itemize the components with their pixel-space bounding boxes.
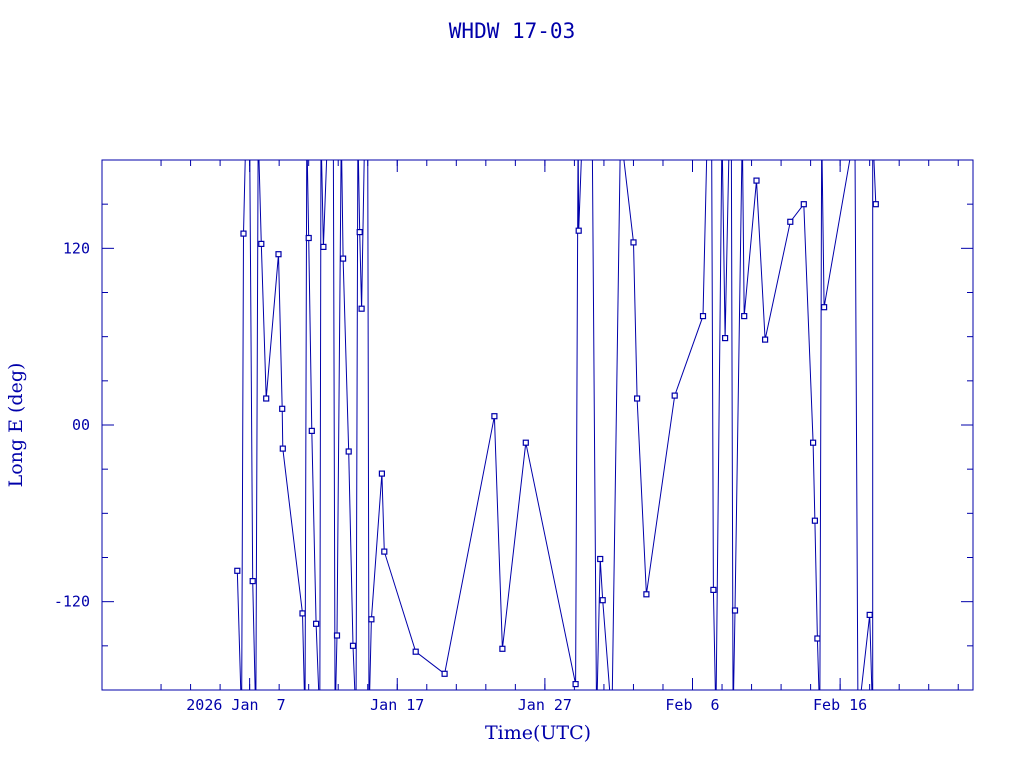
data-point: [249, 577, 256, 585]
data-point: [356, 229, 363, 236]
data-point: [633, 395, 641, 402]
data-point: [814, 635, 821, 642]
data-point: [499, 645, 506, 652]
y-tick-label: 120: [63, 239, 90, 257]
data-point: [279, 405, 286, 412]
marker-layer: [234, 177, 879, 688]
plot-frame: [101, 159, 974, 691]
y-tick-label: 00: [72, 416, 90, 434]
data-point: [800, 201, 807, 208]
data-point: [710, 586, 717, 594]
x-tick-label: 2026 Jan 7: [186, 696, 285, 714]
data-point: [491, 413, 498, 420]
data-point: [234, 567, 241, 574]
data-point: [349, 642, 357, 649]
chart-title: WHDW 17-03: [449, 19, 575, 43]
data-point: [320, 243, 327, 250]
data-point: [671, 392, 678, 399]
data-point: [368, 616, 375, 623]
plot-border: [101, 159, 974, 691]
data-point: [299, 610, 306, 617]
data-point: [787, 218, 794, 225]
data-point: [572, 680, 579, 688]
data-point: [809, 439, 817, 446]
data-point: [753, 177, 760, 184]
x-axis-label: Time(UTC): [485, 722, 591, 744]
y-tick-label: -120: [54, 593, 90, 611]
x-tick-label: Jan 27: [518, 696, 572, 714]
data-point: [441, 670, 448, 677]
data-point: [378, 470, 385, 477]
data-point: [820, 304, 828, 311]
axis-tick-labels: 2026 Jan 7 Jan 17 Jan 27 Feb 6 Feb 16 120 00 -1…: [54, 239, 867, 714]
data-point: [761, 336, 769, 343]
data-point: [258, 240, 265, 247]
data-point: [275, 251, 282, 258]
data-point: [599, 597, 606, 604]
data-point: [263, 395, 270, 402]
axis-ticks: [102, 160, 973, 690]
data-point: [872, 201, 879, 208]
data-point: [340, 255, 347, 262]
data-point: [240, 230, 247, 237]
y-axis-label: Long E (deg): [5, 363, 27, 488]
data-point: [731, 607, 739, 614]
data-point: [866, 611, 873, 619]
data-point: [279, 445, 286, 452]
x-tick-label: Jan 17: [370, 696, 424, 714]
data-point: [412, 648, 419, 655]
data-point: [721, 335, 729, 342]
series-line: [236, 160, 877, 690]
x-tick-label: Feb 16: [813, 696, 867, 714]
x-tick-label: Feb 6: [665, 696, 719, 714]
data-point: [597, 555, 604, 563]
data-point: [313, 620, 320, 627]
data-point: [575, 227, 582, 234]
data-point: [305, 234, 312, 242]
data-point: [811, 517, 819, 524]
data-point: [381, 548, 388, 555]
data-point: [333, 632, 341, 639]
data-point: [308, 427, 315, 434]
data-point: [699, 313, 707, 320]
series-layer: [236, 160, 877, 690]
data-point: [741, 313, 748, 320]
data-point: [358, 305, 365, 312]
data-point: [630, 239, 637, 246]
data-point: [345, 448, 352, 455]
data-point: [643, 591, 650, 598]
data-point: [522, 439, 529, 446]
